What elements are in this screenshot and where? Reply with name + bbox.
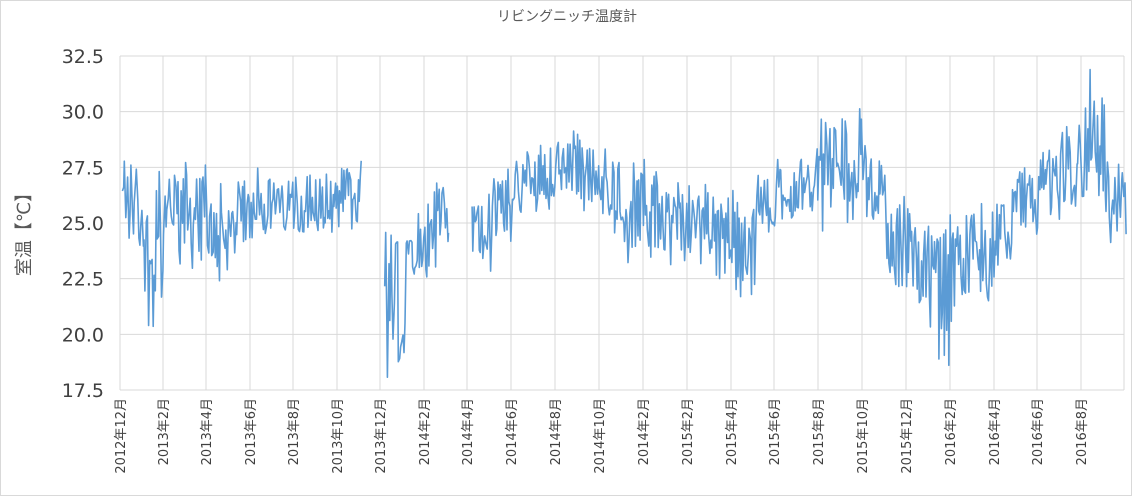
x-tick-labels: 2012年12月 2013年2月 2013年4月 2013年6月 2013年8月 2013…: [114, 398, 1090, 474]
y-tick-label: 22.5: [62, 269, 104, 291]
y-tick-label: 32.5: [62, 46, 104, 68]
x-tick-label: 2013年12月: [374, 398, 389, 474]
x-tick-label: 2013年6月: [244, 398, 259, 465]
x-tick-label: 2016年4月: [988, 398, 1003, 465]
x-tick-label: 2014年10月: [593, 398, 608, 474]
x-tick-label: 2014年4月: [461, 398, 476, 465]
x-tick-label: 2015年10月: [856, 398, 871, 474]
x-tick-label: 2015年8月: [812, 398, 827, 465]
y-tick-label: 30.0: [62, 102, 104, 124]
x-tick-label: 2013年8月: [287, 398, 302, 465]
x-tick-label: 2014年2月: [637, 398, 652, 465]
y-tick-label: 17.5: [62, 380, 104, 402]
x-tick-label: 2015年6月: [768, 398, 783, 465]
x-tick-label: 2014年8月: [549, 398, 564, 465]
y-tick-label: 25.0: [62, 213, 104, 235]
series-line-segment: [121, 160, 362, 328]
x-tick-label: 2015年12月: [900, 398, 915, 474]
series-line-segment: [471, 68, 1127, 367]
series-group: [121, 68, 1127, 378]
y-tick-labels: 17.5 20.0 22.5 25.0 27.5 30.0 32.5: [62, 46, 104, 402]
x-tick-label: 2013年10月: [331, 398, 346, 474]
x-tick-label: 2015年4月: [725, 398, 740, 465]
x-tick-label: 2013年2月: [157, 398, 172, 465]
x-tick-label: 2014年6月: [505, 398, 520, 465]
x-tick-label: 2016年6月: [1031, 398, 1046, 465]
y-tick-label: 27.5: [62, 157, 104, 179]
horizontal-gridlines: [120, 55, 1124, 391]
x-tick-label: 2013年4月: [200, 398, 215, 465]
x-tick-label: 2015年2月: [681, 398, 696, 465]
x-tick-label: 2016年2月: [944, 398, 959, 465]
x-tick-label: 2016年8月: [1075, 398, 1090, 465]
x-tick-label: 2012年12月: [114, 398, 129, 474]
series-line-segment: [383, 182, 450, 378]
x-tick-label: 2014年2月: [418, 398, 433, 465]
y-tick-label: 20.0: [62, 324, 104, 346]
chart-title: リビングニッチ温度計: [497, 9, 637, 25]
